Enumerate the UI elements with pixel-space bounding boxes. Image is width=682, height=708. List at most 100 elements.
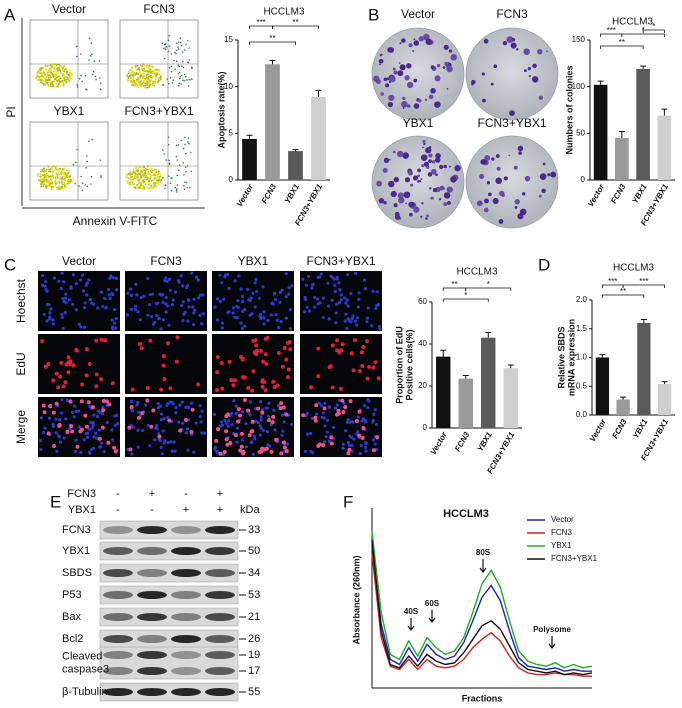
nucleus <box>218 273 222 277</box>
nucleus <box>63 311 67 315</box>
nucleus <box>184 405 188 410</box>
micrograph-bg <box>300 334 382 394</box>
flow-event <box>42 80 45 83</box>
colony <box>425 38 432 45</box>
flow-event <box>133 72 136 74</box>
edu-group-label: YBX1 <box>238 254 269 268</box>
nucleus <box>157 432 161 436</box>
edu-nucleus <box>341 410 346 415</box>
nucleus <box>253 437 257 441</box>
flow-event <box>170 53 173 55</box>
flow-event <box>182 162 185 164</box>
edu-nucleus <box>66 355 71 360</box>
nucleus <box>374 422 379 427</box>
flow-event <box>184 143 186 146</box>
colony <box>418 180 422 183</box>
colony <box>484 198 489 204</box>
nucleus <box>113 423 117 427</box>
nucleus <box>52 276 56 280</box>
nucleus <box>266 414 270 418</box>
flow-event <box>81 80 83 83</box>
edu-nucleus <box>259 348 264 353</box>
nucleus <box>60 312 64 317</box>
flow-event <box>154 77 157 80</box>
edu-nucleus <box>329 435 334 440</box>
nucleus <box>136 310 140 314</box>
nucleus <box>178 403 182 407</box>
edu-nucleus <box>327 365 332 370</box>
flow-event <box>67 73 70 76</box>
nucleus <box>190 271 194 275</box>
treatment-sign: + <box>183 504 189 516</box>
colony <box>428 153 433 158</box>
edu-row-label: EdU <box>14 352 28 375</box>
flow-event <box>139 173 142 176</box>
micrograph <box>300 271 382 331</box>
flow-event <box>180 65 183 67</box>
nucleus <box>151 322 156 326</box>
flow-event <box>59 81 62 84</box>
nucleus <box>130 452 134 456</box>
nucleus <box>365 316 370 320</box>
nucleus <box>102 450 106 454</box>
colony <box>443 44 449 50</box>
nucleus <box>347 443 352 447</box>
edu-nucleus <box>61 384 66 389</box>
flow-event <box>49 85 52 88</box>
colony <box>454 164 461 172</box>
nucleus <box>133 304 138 308</box>
edu-nucleus <box>358 368 363 373</box>
edu-nucleus <box>94 338 99 343</box>
nucleus <box>290 284 294 288</box>
nucleus <box>348 420 352 424</box>
flow-event <box>39 175 42 178</box>
y-tick-label: 5 <box>229 128 234 137</box>
flow-event <box>180 139 183 142</box>
edu-nucleus <box>103 338 108 343</box>
nucleus <box>155 423 159 427</box>
nucleus <box>307 309 312 313</box>
nucleus <box>237 274 241 278</box>
flow-event <box>60 176 62 179</box>
flow-event <box>149 173 152 176</box>
nucleus <box>164 276 168 280</box>
flow-event <box>151 80 153 83</box>
edu-nucleus <box>282 345 287 350</box>
edu-nucleus <box>316 374 321 379</box>
flow-event <box>150 167 153 170</box>
edu-row-label: Merge <box>14 410 28 444</box>
nucleus <box>186 405 191 410</box>
flow-event <box>149 80 152 83</box>
nucleus <box>83 305 87 310</box>
flow-event <box>186 79 188 81</box>
colony <box>404 75 410 81</box>
flow-event <box>150 79 153 82</box>
flow-event <box>81 182 84 184</box>
colony <box>378 58 384 64</box>
protein-label: caspase3 <box>62 663 109 675</box>
flow-event <box>80 53 82 55</box>
edu-nucleus <box>361 345 366 350</box>
flow-event <box>152 72 154 74</box>
nucleus <box>154 302 159 306</box>
nucleus <box>129 399 133 403</box>
flow-event <box>168 34 170 37</box>
nucleus <box>150 315 154 319</box>
nucleus <box>43 426 47 430</box>
flow-event <box>178 82 180 84</box>
blot-band <box>137 547 167 555</box>
flow-event <box>59 85 62 87</box>
flow-event <box>78 185 80 187</box>
nucleus <box>87 450 92 454</box>
micrograph <box>38 271 120 331</box>
flow-event <box>50 85 53 88</box>
edu-nucleus <box>349 351 354 356</box>
flow-event <box>129 176 131 179</box>
nucleus <box>334 311 338 315</box>
edu-nucleus <box>68 399 73 404</box>
flow-event <box>69 69 72 72</box>
flow-plot <box>29 121 109 201</box>
flow-event <box>63 68 66 71</box>
nucleus <box>346 317 350 321</box>
flow-event <box>163 57 166 60</box>
